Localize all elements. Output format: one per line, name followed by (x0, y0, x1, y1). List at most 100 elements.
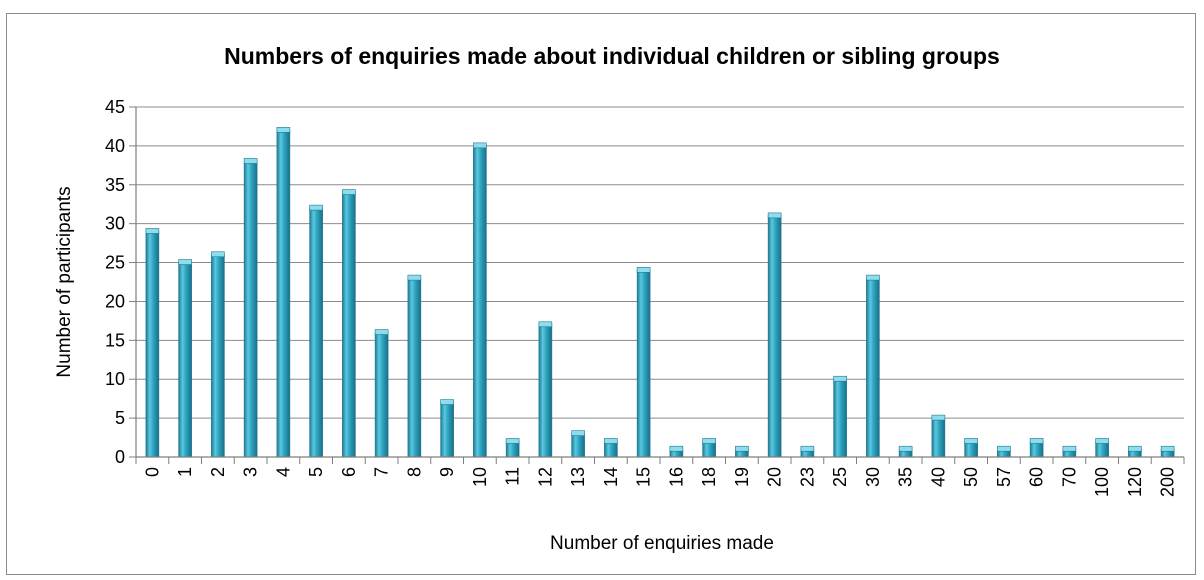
bar-cap (1095, 438, 1109, 444)
x-tick-label: 12 (535, 467, 555, 487)
bar (178, 259, 192, 458)
x-tick-label: 200 (1158, 467, 1178, 497)
bar-cap (1160, 445, 1175, 452)
bar-cap (1029, 438, 1044, 444)
x-tick-label: 20 (765, 467, 785, 487)
bars (145, 127, 1175, 458)
bar-body (178, 262, 192, 458)
x-tick-label: 0 (142, 467, 162, 477)
y-tick-label: 10 (105, 369, 125, 389)
y-tick-label: 40 (105, 136, 125, 156)
x-tick-label: 23 (797, 467, 817, 487)
bar-body (702, 441, 716, 458)
bar (702, 438, 716, 458)
x-tick-label: 30 (863, 467, 883, 487)
y-tick-label: 15 (105, 330, 125, 350)
x-axis-ticks: 0 1 2 3 4 5 6 7 8 9 10 11 12 13 14 15 16 18 19 20 23 25 30 35 40… (135, 457, 1185, 497)
bar (1062, 445, 1077, 458)
y-axis-title: Number of participants (54, 186, 75, 377)
y-tick-label: 30 (105, 214, 125, 234)
x-tick-label: 60 (1027, 467, 1047, 487)
bar-cap (1128, 445, 1142, 452)
bar-body (243, 161, 258, 458)
bar-cap (571, 430, 585, 436)
bar-body (1095, 441, 1109, 458)
x-tick-label: 9 (437, 467, 457, 477)
bar-cap (211, 251, 225, 258)
bar (342, 189, 356, 458)
bar (1160, 445, 1175, 458)
bar (767, 212, 782, 458)
bar-body (964, 441, 978, 458)
x-tick-label: 6 (339, 467, 359, 477)
x-tick-label: 25 (830, 467, 850, 487)
x-tick-label: 50 (961, 467, 981, 487)
bar (1029, 438, 1044, 458)
bar-cap (669, 445, 684, 452)
bar (735, 445, 749, 458)
x-tick-label: 100 (1092, 467, 1112, 497)
bar-cap (604, 438, 618, 444)
x-tick-label: 57 (994, 467, 1014, 487)
bar (243, 158, 258, 458)
bar (1095, 438, 1109, 458)
bar (898, 445, 913, 458)
bar-cap (505, 438, 520, 444)
bar-body (440, 402, 454, 458)
bar-cap (964, 438, 978, 444)
bar-body (505, 441, 520, 458)
bar (866, 274, 880, 458)
bar-body (636, 270, 651, 458)
y-tick-label: 25 (105, 253, 125, 273)
bar (800, 445, 815, 458)
bar-cap (800, 445, 815, 452)
y-tick-label: 45 (105, 97, 125, 117)
bar-body (309, 207, 323, 458)
bar (833, 375, 847, 458)
bar-body (571, 433, 585, 458)
x-tick-label: 13 (568, 467, 588, 487)
y-tick-label: 20 (105, 291, 125, 311)
bar-body (1029, 441, 1044, 458)
bar (931, 414, 946, 458)
bar-cap (931, 414, 946, 421)
bar (505, 438, 520, 458)
bar (964, 438, 978, 458)
x-tick-label: 70 (1059, 467, 1079, 487)
bar-body (407, 277, 422, 458)
bar-cap (440, 399, 454, 405)
x-tick-label: 7 (372, 467, 392, 477)
x-tick-label: 10 (470, 467, 490, 487)
x-tick-label: 15 (634, 467, 654, 487)
bar-cap (866, 274, 880, 281)
chart-title: Numbers of enquiries made about individu… (224, 43, 1000, 69)
bar-cap (473, 142, 487, 149)
bar (997, 445, 1011, 458)
bar-cap (407, 274, 422, 281)
bar-cap (374, 329, 389, 335)
bar-cap (833, 375, 847, 382)
y-tick-label: 5 (115, 408, 125, 428)
bar-body (866, 277, 880, 458)
bar-body (473, 145, 487, 458)
bar-cap (898, 445, 913, 452)
y-axis-ticks: 0 5 10 15 20 25 30 35 40 45 (105, 97, 136, 467)
bar (407, 274, 422, 458)
bar (309, 204, 323, 458)
bar-cap (997, 445, 1011, 452)
bar-cap (178, 259, 192, 265)
bar-body (767, 215, 782, 458)
bar (636, 267, 651, 458)
bar-body (604, 441, 618, 458)
bar-cap (342, 189, 356, 195)
bar (473, 142, 487, 458)
bar-body (374, 332, 389, 458)
x-tick-label: 11 (503, 467, 523, 486)
bar-body (145, 231, 160, 458)
x-tick-label: 4 (273, 467, 293, 477)
x-tick-label: 8 (404, 467, 424, 477)
bar (211, 251, 225, 458)
bar (604, 438, 618, 458)
bar-body (931, 417, 946, 458)
